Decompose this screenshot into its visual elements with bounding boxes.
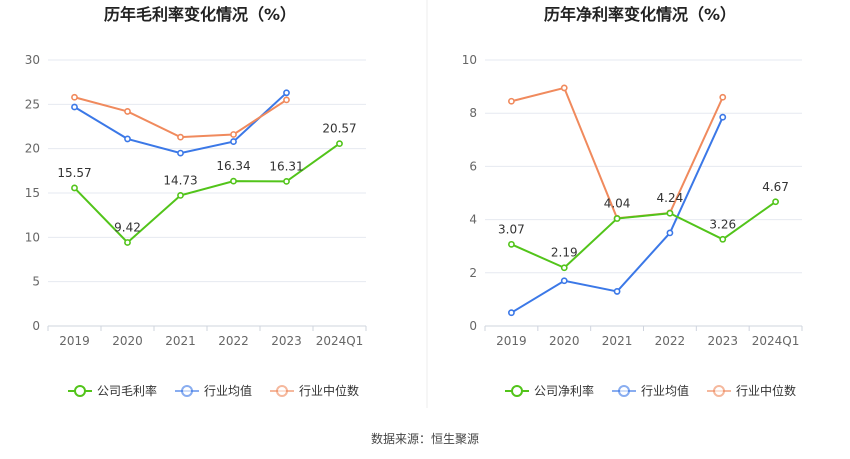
data-point (71, 103, 78, 111)
legend-label: 行业中位数 (736, 383, 796, 398)
data-point (508, 97, 515, 105)
data-label: 4.24 (657, 191, 684, 205)
data-point (230, 138, 237, 145)
legend-item-company: 公司毛利率 (68, 383, 157, 398)
data-point (613, 288, 621, 295)
x-tick-label: 2019 (59, 334, 90, 348)
data-label: 4.04 (604, 197, 631, 211)
y-tick-label: 15 (25, 186, 40, 200)
data-point (666, 209, 674, 217)
data-point (508, 309, 515, 317)
legend-marker (74, 385, 86, 397)
series-line-company (511, 200, 777, 269)
data-point (560, 264, 568, 272)
x-tick-label: 2023 (707, 334, 738, 348)
x-tick-label: 2022 (218, 334, 249, 348)
legend-marker (618, 385, 630, 397)
series-line-industry_median (74, 96, 288, 139)
data-point (719, 235, 727, 243)
data-point (230, 177, 237, 185)
legend-marker (181, 385, 193, 397)
data-label: 3.26 (709, 217, 736, 231)
source-value: 恒生聚源 (431, 432, 480, 446)
data-point (71, 93, 78, 101)
data-label: 15.57 (57, 166, 91, 180)
y-tick-label: 20 (25, 142, 40, 156)
y-tick-label: 6 (469, 159, 477, 173)
legend-item-industry_avg: 行业均值 (612, 383, 689, 398)
data-point (772, 198, 779, 206)
data-label: 20.57 (322, 122, 356, 136)
legend-marker (276, 385, 288, 397)
data-point (560, 277, 568, 285)
y-tick-label: 10 (462, 53, 477, 67)
data-point (177, 133, 184, 141)
source-note: 数据来源：恒生聚源 (0, 430, 850, 447)
chart-panel-1: 历年毛利率变化情况（%） 0 5 10 15 20 25 30 2019 2020 2021 2022… (25, 5, 367, 398)
data-point (560, 84, 568, 92)
data-point (124, 135, 131, 143)
data-point (508, 240, 515, 248)
legend-item-industry_median: 行业中位数 (270, 383, 359, 398)
source-label: 数据来源： (370, 432, 431, 446)
y-tick-label: 8 (469, 106, 477, 120)
series-line-industry_avg (73, 92, 288, 155)
series-line-company (73, 142, 341, 244)
data-point (124, 108, 131, 115)
legend-label: 行业均值 (641, 383, 689, 398)
legend-label: 行业均值 (204, 383, 252, 398)
x-tick-label: 2023 (271, 334, 302, 348)
legend-marker (713, 385, 725, 397)
data-label: 3.07 (498, 222, 525, 236)
x-tick-label: 2024Q1 (752, 334, 800, 348)
legend-label: 公司毛利率 (97, 383, 157, 398)
x-tick-label: 2024Q1 (316, 334, 364, 348)
data-point (336, 140, 343, 148)
legend-item-industry_avg: 行业均值 (175, 383, 252, 398)
y-tick-label: 10 (25, 230, 40, 244)
x-tick-label: 2021 (602, 334, 633, 348)
data-label: 2.19 (551, 246, 578, 260)
legend-marker (511, 385, 523, 397)
x-tick-label: 2022 (655, 334, 686, 348)
data-point (719, 93, 727, 101)
data-point (283, 89, 290, 97)
data-point (124, 239, 131, 246)
data-point (283, 177, 290, 185)
x-tick-label: 2020 (549, 334, 580, 348)
legend-label: 行业中位数 (299, 383, 359, 398)
data-label: 16.31 (269, 159, 303, 173)
chart-panel-2: 历年净利率变化情况（%） 0 2 4 6 8 10 2019 2020 2021 2022 2023 2… (462, 5, 803, 398)
y-tick-label: 0 (32, 319, 40, 333)
y-tick-label: 4 (469, 213, 477, 227)
x-tick-label: 2019 (496, 334, 527, 348)
y-tick-label: 25 (25, 97, 40, 111)
legend-label: 公司净利率 (534, 383, 594, 398)
x-tick-label: 2021 (165, 334, 196, 348)
y-tick-label: 0 (469, 319, 477, 333)
y-tick-label: 30 (25, 53, 40, 67)
y-tick-label: 5 (32, 275, 40, 289)
data-label: 16.34 (216, 159, 250, 173)
y-tick-label: 2 (469, 266, 477, 280)
data-point (719, 113, 727, 121)
data-point (613, 215, 621, 222)
data-point (283, 96, 290, 104)
chart-title: 历年毛利率变化情况（%） (104, 5, 296, 24)
data-point (230, 131, 237, 138)
data-point (71, 184, 78, 192)
data-point (177, 149, 184, 157)
data-point (177, 191, 184, 199)
legend-item-company: 公司净利率 (505, 383, 594, 398)
data-label: 4.67 (762, 180, 789, 194)
data-label: 9.42 (114, 220, 141, 234)
legend-item-industry_median: 行业中位数 (707, 383, 796, 398)
data-point (666, 229, 674, 237)
chart-title: 历年净利率变化情况（%） (544, 5, 736, 24)
data-label: 14.73 (163, 173, 197, 187)
x-tick-label: 2020 (112, 334, 143, 348)
